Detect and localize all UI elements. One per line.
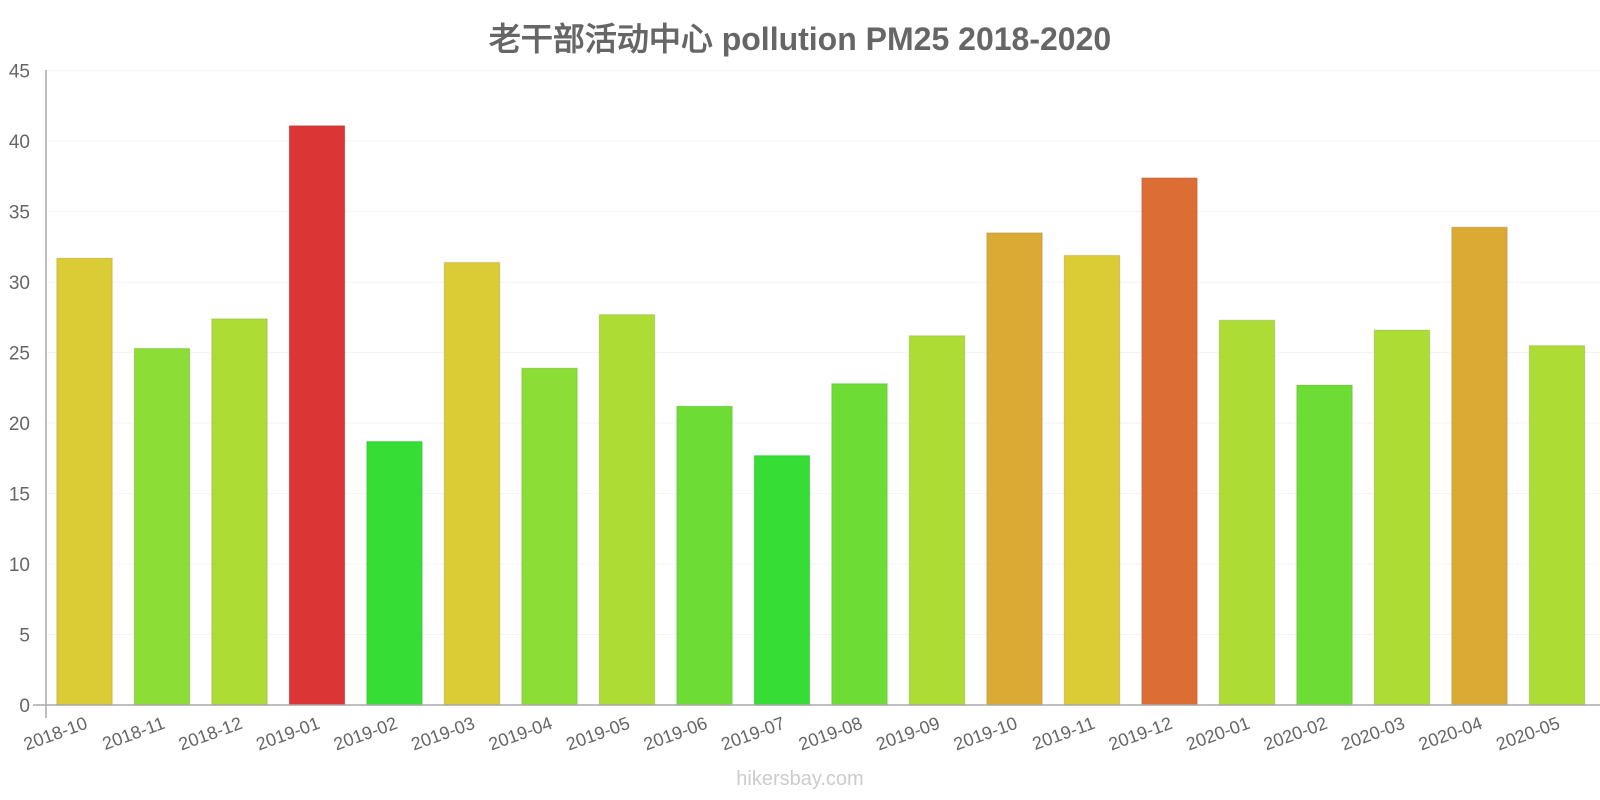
- x-tick-label: 2019-11: [1030, 713, 1098, 754]
- bar-2019-04[interactable]: [520, 367, 579, 706]
- bar-2019-05[interactable]: [598, 313, 656, 706]
- bar-2019-06[interactable]: [675, 405, 734, 706]
- x-tick-label: 2018-10: [21, 713, 90, 754]
- gridlines: [46, 70, 1600, 636]
- x-tick-label: 2019-07: [718, 713, 787, 754]
- bar-2018-10[interactable]: [55, 257, 114, 706]
- x-tick-label: 2019-09: [873, 713, 942, 754]
- bar-2019-07[interactable]: [753, 454, 811, 706]
- bar-2020-02[interactable]: [1295, 384, 1354, 706]
- y-tick-label: 10: [9, 555, 30, 576]
- bar-2018-12[interactable]: [210, 318, 269, 706]
- y-axis-ticks: 0 5 10 15 20 25 30 35 40 45: [9, 62, 30, 717]
- chart-title: 老干部活动中心 pollution PM25 2018-2020: [488, 21, 1112, 57]
- y-tick-label: 0: [19, 696, 30, 717]
- x-tick-label: 2019-06: [641, 713, 710, 754]
- bars: [55, 124, 1586, 706]
- bar-2020-05[interactable]: [1528, 344, 1586, 706]
- bar-2019-03[interactable]: [443, 261, 501, 706]
- x-tick-label: 2020-05: [1493, 713, 1562, 754]
- bar-2020-03[interactable]: [1373, 329, 1431, 706]
- x-axis-labels: 2018-10 2018-11 2018-12 2019-01 2019-02 2019-…: [21, 713, 1562, 754]
- bar-2019-11[interactable]: [1063, 254, 1121, 706]
- bar-2020-01[interactable]: [1218, 319, 1276, 706]
- x-tick-label: 2019-12: [1106, 713, 1175, 754]
- x-tick-label: 2020-03: [1338, 713, 1407, 754]
- x-tick-label: 2020-02: [1261, 713, 1330, 754]
- x-tick-label: 2020-01: [1183, 713, 1252, 754]
- x-tick-label: 2019-01: [253, 713, 322, 754]
- x-tick-label: 2018-12: [176, 713, 245, 754]
- x-tick-label: 2019-04: [486, 713, 555, 754]
- x-tick-label: 2019-02: [331, 713, 400, 754]
- bar-2020-04[interactable]: [1450, 226, 1509, 706]
- x-tick-label: 2019-05: [563, 713, 632, 754]
- x-tick-label: 2018-11: [100, 713, 168, 754]
- bar-2019-12[interactable]: [1140, 177, 1199, 706]
- y-tick-label: 35: [9, 203, 30, 224]
- x-tick-label: 2019-03: [408, 713, 477, 754]
- bar-2018-11[interactable]: [133, 347, 191, 706]
- y-tick-label: 40: [9, 132, 30, 153]
- y-tick-label: 15: [9, 485, 30, 506]
- x-tick-label: 2019-10: [951, 713, 1020, 754]
- bar-2019-01[interactable]: [288, 124, 346, 706]
- y-tick-label: 5: [19, 626, 30, 647]
- x-tick-label: 2019-08: [796, 713, 865, 754]
- x-tick-label: 2020-04: [1416, 713, 1485, 754]
- bar-2019-09[interactable]: [908, 334, 966, 706]
- y-tick-label: 45: [9, 62, 30, 83]
- watermark: hikersbay.com: [736, 768, 864, 790]
- bar-2019-10[interactable]: [985, 232, 1044, 706]
- bar-2019-02[interactable]: [365, 440, 424, 706]
- y-tick-label: 20: [9, 414, 30, 435]
- bar-2019-08[interactable]: [830, 382, 889, 706]
- y-tick-label: 25: [9, 344, 30, 365]
- y-tick-label: 30: [9, 273, 30, 294]
